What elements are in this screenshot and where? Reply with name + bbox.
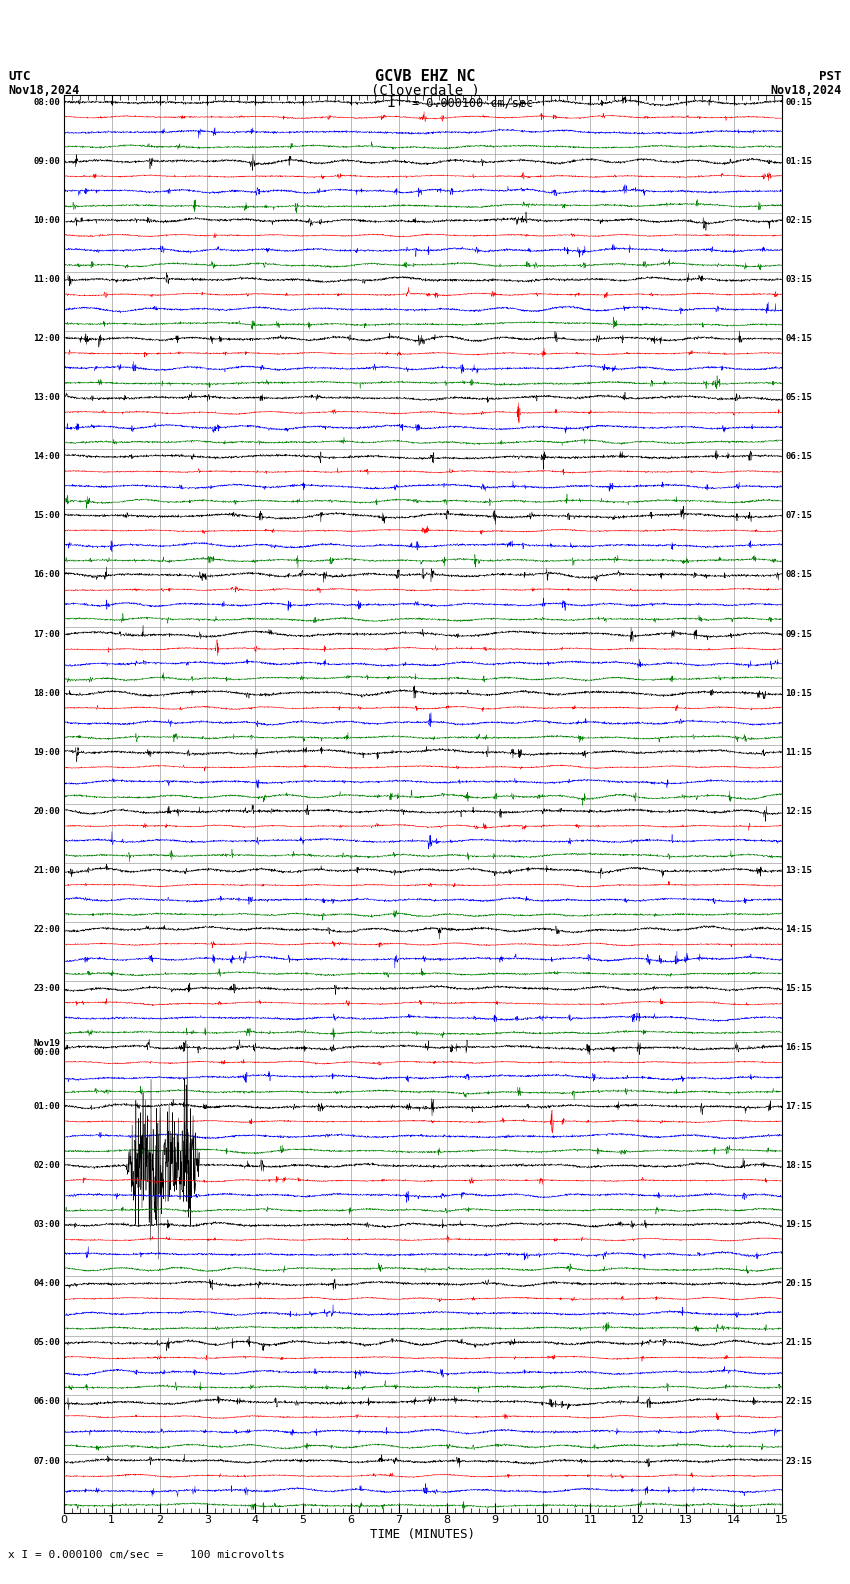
Text: 03:15: 03:15 <box>785 276 813 284</box>
Text: 21:00: 21:00 <box>33 866 60 874</box>
Text: 13:15: 13:15 <box>785 866 813 874</box>
Text: 07:00: 07:00 <box>33 1457 60 1465</box>
Text: GCVB EHZ NC: GCVB EHZ NC <box>375 68 475 84</box>
Text: 04:00: 04:00 <box>33 1280 60 1288</box>
Text: 21:15: 21:15 <box>785 1338 813 1348</box>
Text: 06:15: 06:15 <box>785 453 813 461</box>
Text: 03:00: 03:00 <box>33 1220 60 1229</box>
Text: 18:00: 18:00 <box>33 689 60 697</box>
Text: 08:00: 08:00 <box>33 98 60 108</box>
Text: PST: PST <box>819 70 842 82</box>
Text: 01:15: 01:15 <box>785 157 813 166</box>
Text: Nov18,2024: Nov18,2024 <box>770 84 842 97</box>
Text: 12:15: 12:15 <box>785 806 813 816</box>
Text: 00:15: 00:15 <box>785 98 813 108</box>
Text: 00:00: 00:00 <box>33 1047 60 1057</box>
Text: 02:15: 02:15 <box>785 215 813 225</box>
Text: 11:15: 11:15 <box>785 748 813 757</box>
Text: 20:15: 20:15 <box>785 1280 813 1288</box>
Text: 05:15: 05:15 <box>785 393 813 402</box>
Text: 02:00: 02:00 <box>33 1161 60 1171</box>
Text: 17:00: 17:00 <box>33 629 60 638</box>
Text: 23:15: 23:15 <box>785 1457 813 1465</box>
Text: 12:00: 12:00 <box>33 334 60 344</box>
Text: 10:00: 10:00 <box>33 215 60 225</box>
Text: 22:00: 22:00 <box>33 925 60 935</box>
Text: 19:15: 19:15 <box>785 1220 813 1229</box>
Text: 23:00: 23:00 <box>33 984 60 993</box>
Text: 18:15: 18:15 <box>785 1161 813 1171</box>
Text: 13:00: 13:00 <box>33 393 60 402</box>
Text: 08:15: 08:15 <box>785 570 813 580</box>
Text: 16:00: 16:00 <box>33 570 60 580</box>
Text: I: I <box>387 95 395 111</box>
Text: 20:00: 20:00 <box>33 806 60 816</box>
Text: 05:00: 05:00 <box>33 1338 60 1348</box>
Text: 06:00: 06:00 <box>33 1397 60 1407</box>
Text: Nov19: Nov19 <box>33 1039 60 1047</box>
Text: 15:15: 15:15 <box>785 984 813 993</box>
Text: 07:15: 07:15 <box>785 512 813 521</box>
Text: Nov18,2024: Nov18,2024 <box>8 84 80 97</box>
Text: 15:00: 15:00 <box>33 512 60 521</box>
Text: 04:15: 04:15 <box>785 334 813 344</box>
Text: (Cloverdale ): (Cloverdale ) <box>371 84 479 97</box>
Text: = 0.000100 cm/sec: = 0.000100 cm/sec <box>412 97 534 109</box>
Text: 16:15: 16:15 <box>785 1042 813 1052</box>
Text: 09:00: 09:00 <box>33 157 60 166</box>
Text: 11:00: 11:00 <box>33 276 60 284</box>
Text: UTC: UTC <box>8 70 31 82</box>
Text: 17:15: 17:15 <box>785 1102 813 1110</box>
Text: 10:15: 10:15 <box>785 689 813 697</box>
Text: 14:00: 14:00 <box>33 453 60 461</box>
Text: 01:00: 01:00 <box>33 1102 60 1110</box>
Text: 14:15: 14:15 <box>785 925 813 935</box>
Text: x I = 0.000100 cm/sec =    100 microvolts: x I = 0.000100 cm/sec = 100 microvolts <box>8 1551 286 1560</box>
X-axis label: TIME (MINUTES): TIME (MINUTES) <box>371 1529 475 1541</box>
Text: 09:15: 09:15 <box>785 629 813 638</box>
Text: 19:00: 19:00 <box>33 748 60 757</box>
Text: 22:15: 22:15 <box>785 1397 813 1407</box>
